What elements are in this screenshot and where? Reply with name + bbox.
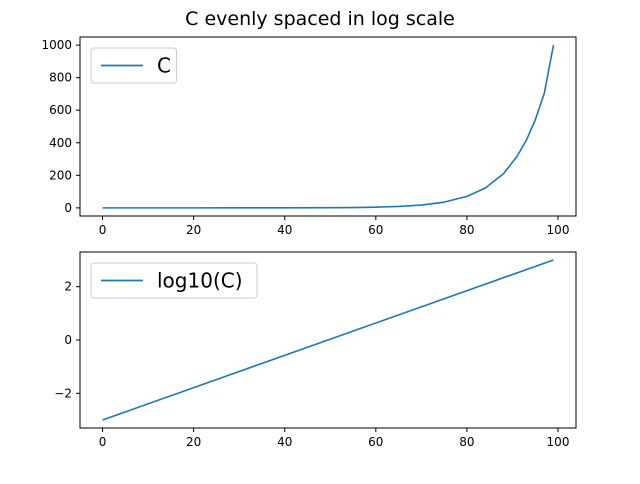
legend-label: log10(C): [157, 269, 243, 293]
y-tick-label: −2: [54, 386, 72, 400]
y-tick-label: 2: [64, 280, 72, 294]
legend-label: C: [157, 54, 171, 78]
y-tick-label: 200: [49, 168, 72, 182]
x-tick-label: 40: [277, 223, 292, 237]
y-tick-label: 1000: [41, 38, 72, 52]
y-tick-label: 0: [64, 333, 72, 347]
x-tick-label: 20: [186, 435, 201, 449]
series-line-1: [102, 259, 554, 421]
x-tick-label: 60: [368, 223, 383, 237]
y-tick-label: 0: [64, 201, 72, 215]
x-tick-label: 0: [99, 223, 107, 237]
y-tick-label: 600: [49, 103, 72, 117]
chart-panel-2: 0 20 40 60 80 100 −2 0 2 log10(C): [54, 251, 577, 449]
legend-box: [90, 262, 258, 299]
x-tick-label: 80: [459, 435, 474, 449]
x-tick-label: 80: [459, 223, 474, 237]
x-tick-label: 20: [186, 223, 201, 237]
x-tick-label: 100: [547, 223, 570, 237]
x-tick-label: 0: [99, 435, 107, 449]
series-line-1: [102, 44, 555, 209]
x-tick-label: 60: [368, 435, 383, 449]
y-tick-label: 800: [49, 71, 72, 85]
legend: C: [90, 47, 177, 84]
figure-title: C evenly spaced in log scale: [185, 8, 455, 30]
x-tick-label: 100: [547, 435, 570, 449]
axes-frame: [79, 36, 577, 217]
y-tick-label: 400: [49, 136, 72, 150]
legend: log10(C): [90, 262, 258, 299]
x-tick-label: 40: [277, 435, 292, 449]
